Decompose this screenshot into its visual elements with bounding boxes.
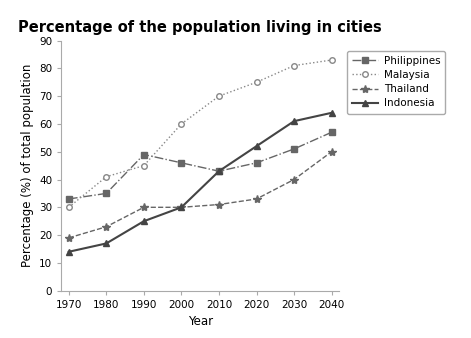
Thailand <box>329 150 334 154</box>
Malaysia <box>66 205 72 209</box>
Thailand <box>66 236 72 240</box>
Malaysia <box>254 80 260 84</box>
Malaysia <box>216 94 222 98</box>
Malaysia <box>329 58 334 62</box>
Indonesia <box>216 169 222 173</box>
Malaysia <box>291 64 297 68</box>
Malaysia <box>141 164 146 168</box>
Malaysia <box>104 175 109 179</box>
Philippines <box>66 197 72 201</box>
Philippines <box>329 130 334 134</box>
Philippines <box>141 152 146 156</box>
Philippines <box>254 161 260 165</box>
Thailand <box>141 205 146 209</box>
Indonesia <box>141 219 146 223</box>
Indonesia <box>254 144 260 148</box>
Thailand <box>216 202 222 207</box>
Indonesia <box>291 119 297 123</box>
X-axis label: Year: Year <box>187 315 213 328</box>
Indonesia <box>329 111 334 115</box>
Thailand <box>179 205 184 209</box>
Thailand <box>254 197 260 201</box>
Line: Indonesia: Indonesia <box>66 110 334 255</box>
Thailand <box>104 225 109 229</box>
Philippines <box>216 169 222 173</box>
Line: Thailand: Thailand <box>65 148 336 242</box>
Line: Malaysia: Malaysia <box>66 57 334 210</box>
Y-axis label: Percentage (%) of total population: Percentage (%) of total population <box>21 64 33 267</box>
Line: Philippines: Philippines <box>66 129 334 202</box>
Malaysia <box>179 122 184 126</box>
Indonesia <box>179 205 184 209</box>
Title: Percentage of the population living in cities: Percentage of the population living in c… <box>18 20 382 35</box>
Philippines <box>291 147 297 151</box>
Indonesia <box>66 250 72 254</box>
Philippines <box>179 161 184 165</box>
Indonesia <box>104 241 109 245</box>
Legend: Philippines, Malaysia, Thailand, Indonesia: Philippines, Malaysia, Thailand, Indones… <box>347 51 446 114</box>
Thailand <box>291 177 297 182</box>
Philippines <box>104 191 109 195</box>
